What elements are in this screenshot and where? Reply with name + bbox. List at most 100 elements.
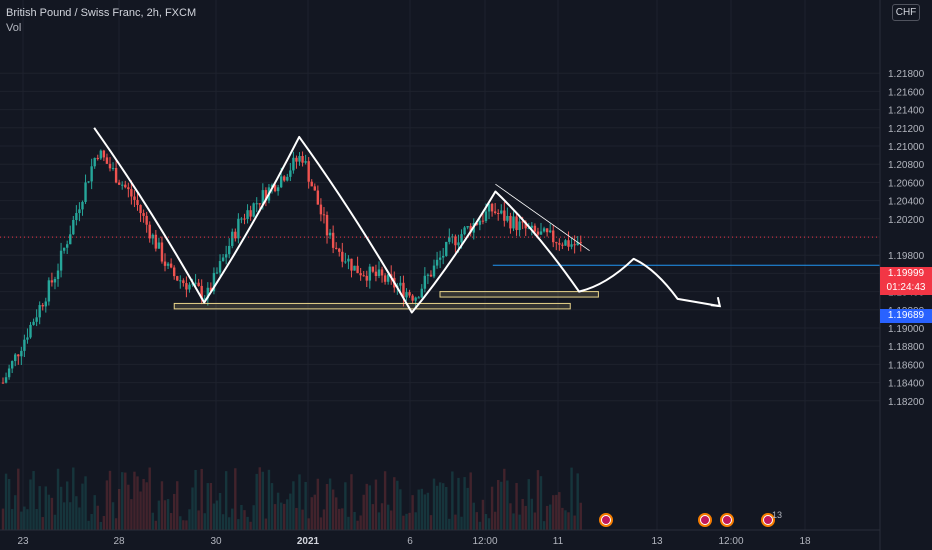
volume-bar <box>347 516 350 530</box>
candle-body <box>481 220 485 222</box>
uk-flag-event-icon[interactable] <box>599 513 613 527</box>
volume-bar <box>472 502 475 530</box>
volume-bar <box>209 483 213 530</box>
volume-bar <box>432 478 436 530</box>
volume-bar <box>359 515 362 530</box>
candle-body <box>148 224 151 239</box>
candle-body <box>441 255 445 258</box>
volume-bar <box>56 468 60 530</box>
volume-bar <box>148 467 151 530</box>
candle-body <box>166 263 170 266</box>
candle-body <box>298 155 301 162</box>
support-zone <box>173 302 571 310</box>
time-tick-label: 30 <box>210 536 222 547</box>
volume-bar <box>374 479 378 530</box>
volume-bar <box>466 487 469 530</box>
candle-body <box>292 157 295 171</box>
volume-bar <box>166 499 170 530</box>
price-tick-label: 1.20200 <box>888 215 925 226</box>
candle-body <box>405 292 408 298</box>
drawings <box>0 127 880 314</box>
candle-body <box>53 278 57 283</box>
candle-body <box>545 228 549 233</box>
candle-body <box>539 231 543 235</box>
candle-body <box>209 287 213 292</box>
candle-body <box>96 157 99 159</box>
volume-bar <box>172 493 176 530</box>
candle-body <box>466 226 469 228</box>
candle-body <box>44 301 47 307</box>
candle-body <box>490 203 494 212</box>
volume-bar <box>365 483 368 530</box>
candle-body <box>246 210 249 219</box>
chart-legend: British Pound / Swiss Franc, 2h, FXCM Vo… <box>6 6 196 36</box>
candle-body <box>203 298 206 300</box>
volume-bar <box>14 495 17 530</box>
candle-body <box>163 261 167 266</box>
volume-bar <box>130 499 133 530</box>
candle-body <box>10 361 14 369</box>
candle-body <box>62 247 66 251</box>
candle-body <box>469 226 472 233</box>
candle-body <box>17 354 20 357</box>
volume-bar <box>487 518 491 530</box>
candle-body <box>438 257 442 260</box>
candle-body <box>414 297 417 301</box>
volume-bar <box>117 488 121 530</box>
volume-bar <box>362 494 365 530</box>
candle-body <box>316 190 320 205</box>
candle-body <box>331 232 335 248</box>
volume-bar <box>469 472 472 530</box>
candle-body <box>371 266 375 272</box>
volume-bar <box>475 512 479 530</box>
volume-bar <box>515 483 518 530</box>
candle-body <box>111 168 115 170</box>
candle-body <box>130 189 133 197</box>
volume-bar <box>548 504 552 530</box>
volume-bar <box>102 516 106 530</box>
candle-body <box>500 210 503 214</box>
volume-bar <box>356 520 359 530</box>
uk-flag-event-icon[interactable] <box>698 513 712 527</box>
candle-body <box>509 215 512 229</box>
currency-button[interactable]: CHF <box>892 4 920 21</box>
candle-body <box>301 155 304 163</box>
volume-bar <box>44 486 47 530</box>
candle-body <box>35 317 38 322</box>
volume-bar <box>182 520 185 530</box>
candle-body <box>255 203 258 205</box>
uk-flag-event-icon[interactable] <box>761 513 775 527</box>
candle-body <box>383 275 387 282</box>
candle-body <box>81 201 84 210</box>
candle-body <box>172 267 176 277</box>
volume-bar <box>59 486 63 530</box>
candle-body <box>463 227 466 235</box>
candle-body <box>368 266 372 281</box>
candle-body <box>231 231 234 246</box>
volume-bar <box>454 514 457 530</box>
volume-bar <box>157 500 161 530</box>
volume-bar <box>234 468 237 530</box>
volume-bar <box>298 474 301 530</box>
volume-bar <box>10 509 14 530</box>
price-tick-label: 1.18800 <box>888 342 925 353</box>
candle-body <box>75 213 78 220</box>
volume-bar <box>145 482 148 530</box>
candle-body <box>182 280 185 284</box>
event-count-badge: 13 <box>772 510 783 520</box>
uk-flag-event-icon[interactable] <box>720 513 734 527</box>
volume-indicator-label[interactable]: Vol <box>6 22 22 34</box>
candle-body <box>338 248 341 252</box>
volume-bar <box>105 480 109 530</box>
time-axis[interactable]: 23 28 30 2021 6 12:00 11 13 12:00 18 <box>0 529 880 547</box>
volume-bar <box>47 494 51 530</box>
price-tick-label: 1.21800 <box>888 69 925 80</box>
candle-body <box>506 215 509 221</box>
candle-body <box>179 280 182 282</box>
volume-bar <box>414 512 417 530</box>
candle-body <box>542 228 546 232</box>
symbol-title[interactable]: British Pound / Swiss Franc, 2h, FXCM <box>6 7 197 19</box>
candle-body <box>432 265 436 277</box>
time-tick-label: 12:00 <box>472 536 497 547</box>
